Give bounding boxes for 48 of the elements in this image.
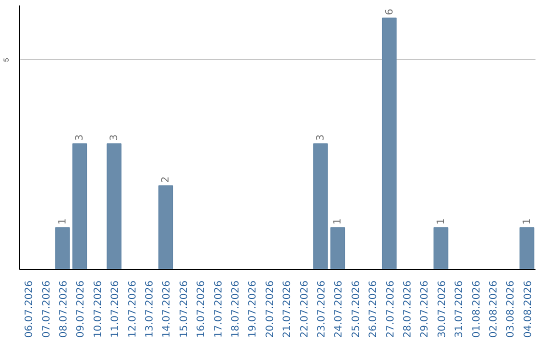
x-tick-label: 16.07.2026 <box>196 280 208 338</box>
x-tick-label: 12.07.2026 <box>127 280 138 338</box>
bar <box>520 227 534 270</box>
x-tick-label: 30.07.2026 <box>436 280 448 338</box>
x-tick-label: 08.07.2026 <box>58 280 70 338</box>
x-tick-label: 28.07.2026 <box>402 280 414 338</box>
data-label: 3 <box>316 134 326 141</box>
x-tick-label: 13.07.2026 <box>144 280 156 338</box>
x-tick-label: 17.07.2026 <box>213 280 224 338</box>
bar <box>330 227 346 270</box>
x-tick-label: 26.07.2026 <box>368 280 380 338</box>
data-label: 1 <box>436 218 447 225</box>
x-tick-label: 01.08.2026 <box>471 280 482 338</box>
x-tick-label: 22.07.2026 <box>299 280 310 338</box>
data-label: 3 <box>109 134 120 141</box>
x-tick-label: 03.08.2026 <box>506 280 517 338</box>
data-label: 1 <box>332 218 344 225</box>
data-label: 1 <box>58 218 68 225</box>
x-tick-label: 09.07.2026 <box>76 280 87 338</box>
x-tick-label: 15.07.2026 <box>178 280 190 338</box>
x-tick-label: 23.07.2026 <box>316 280 328 338</box>
x-tick-label: 25.07.2026 <box>350 280 362 338</box>
x-tick-label: 04.08.2026 <box>522 280 534 338</box>
data-label: 6 <box>384 8 396 16</box>
bar <box>313 143 328 270</box>
x-tick-label: 21.07.2026 <box>282 280 294 338</box>
x-tick-label: 06.07.2026 <box>24 280 36 338</box>
bar <box>55 227 70 270</box>
x-tick-label: 14.07.2026 <box>162 280 173 338</box>
x-tick-label: 11.07.2026 <box>110 280 122 338</box>
bar <box>158 185 174 270</box>
x-tick-label: 20.07.2026 <box>264 280 276 338</box>
x-tick-label: 31.07.2026 <box>454 280 466 338</box>
data-label: 3 <box>74 134 86 141</box>
bar <box>434 227 448 270</box>
data-label: 1 <box>522 218 533 225</box>
x-tick-label: 24.07.2026 <box>334 280 345 338</box>
x-tick-label: 18.07.2026 <box>230 280 242 338</box>
x-tick-label: 29.07.2026 <box>420 280 431 338</box>
x-tick-label: 07.07.2026 <box>41 280 52 338</box>
x-tick-label: 27.07.2026 <box>385 280 396 338</box>
bar <box>106 143 122 270</box>
data-label: 2 <box>160 176 172 183</box>
x-tick-label: 02.08.2026 <box>488 280 500 338</box>
bar <box>382 18 397 270</box>
x-tick-label: 19.07.2026 <box>248 280 259 338</box>
bar <box>72 143 88 270</box>
x-tick-label: 10.07.2026 <box>92 280 104 338</box>
